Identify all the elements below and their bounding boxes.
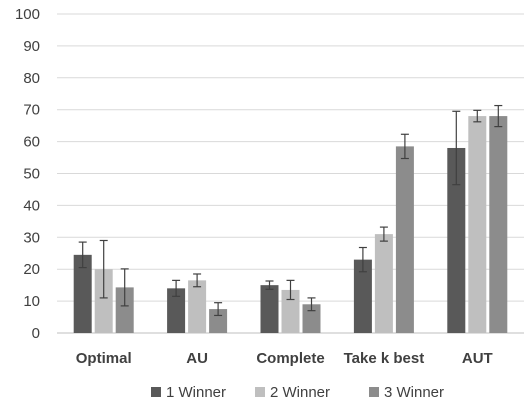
legend-item: 1 Winner xyxy=(151,384,226,401)
y-tick-label: 90 xyxy=(23,38,40,55)
bar xyxy=(468,116,487,333)
error-bar xyxy=(473,109,482,123)
category-label: AUT xyxy=(462,350,493,367)
error-bar xyxy=(494,104,503,128)
bar xyxy=(447,147,466,333)
bar xyxy=(374,234,393,333)
category-label: AU xyxy=(186,350,208,367)
y-tick-label: 70 xyxy=(23,102,40,119)
y-tick-label: 30 xyxy=(23,229,40,246)
bar xyxy=(353,259,372,333)
legend-item: 2 Winner xyxy=(255,384,330,401)
bar xyxy=(302,304,321,333)
error-bar xyxy=(78,241,87,269)
bar xyxy=(94,269,113,333)
y-axis-ticks: 0 10 20 30 40 50 60 70 80 90 100 xyxy=(15,6,40,342)
error-bar xyxy=(99,239,108,299)
legend-label: 3 Winner xyxy=(384,384,444,401)
bar xyxy=(73,254,92,333)
error-bar xyxy=(193,273,202,288)
legend-label: 1 Winner xyxy=(166,384,226,401)
category-label: Optimal xyxy=(76,350,132,367)
category-label: Take k best xyxy=(344,350,425,367)
bar xyxy=(489,116,508,333)
bar xyxy=(167,288,186,333)
bar xyxy=(281,289,300,333)
y-tick-label: 60 xyxy=(23,134,40,151)
y-tick-label: 80 xyxy=(23,70,40,87)
legend-label: 2 Winner xyxy=(270,384,330,401)
bar xyxy=(260,285,279,333)
gridlines xyxy=(57,13,524,334)
error-bar xyxy=(400,133,409,160)
category-label: Complete xyxy=(256,350,324,367)
y-tick-label: 100 xyxy=(15,6,40,23)
error-bars xyxy=(78,104,503,317)
error-bar xyxy=(358,246,367,273)
legend: 1 Winner 2 Winner 3 Winner xyxy=(151,384,444,401)
error-bar xyxy=(286,279,295,301)
bar xyxy=(115,287,134,333)
legend-item: 3 Winner xyxy=(369,384,444,401)
error-bar xyxy=(452,110,461,186)
error-bar xyxy=(172,279,181,297)
bar xyxy=(395,146,414,333)
bar xyxy=(209,309,228,333)
x-axis-categories: Optimal AU Complete Take k best AUT xyxy=(76,350,493,367)
error-bar xyxy=(307,297,316,312)
error-bar xyxy=(265,280,274,290)
y-tick-label: 50 xyxy=(23,166,40,183)
y-tick-label: 10 xyxy=(23,293,40,310)
legend-swatch xyxy=(151,387,161,397)
error-bar xyxy=(120,268,129,307)
y-tick-label: 20 xyxy=(23,261,40,278)
bar xyxy=(188,280,207,333)
legend-swatch xyxy=(369,387,379,397)
legend-swatch xyxy=(255,387,265,397)
y-tick-label: 40 xyxy=(23,197,40,214)
bars xyxy=(73,116,508,333)
error-bar xyxy=(379,226,388,242)
error-bar xyxy=(214,302,223,317)
y-tick-label: 0 xyxy=(32,325,40,342)
